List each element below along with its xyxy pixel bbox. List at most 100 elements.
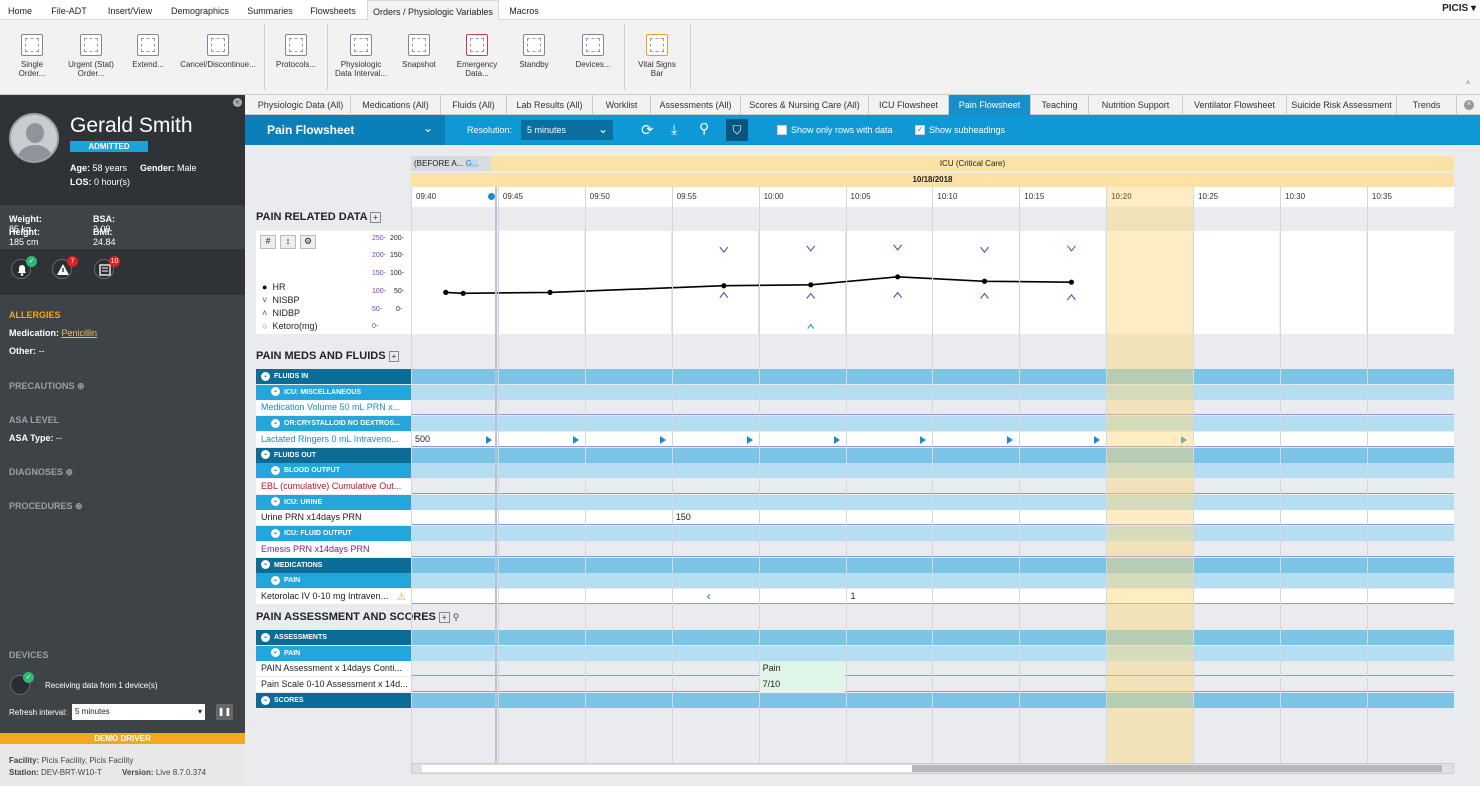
single-order-button[interactable]: Single Order... <box>8 20 56 95</box>
group-header-row[interactable]: ⌄ ICU: FLUID OUTPUT <box>256 526 1454 541</box>
tab-ventilator-flowsheet[interactable]: Ventilator Flowsheet <box>1183 95 1287 115</box>
penicillin-link[interactable]: Penicillin <box>61 328 98 338</box>
hr-point[interactable] <box>547 289 553 295</box>
nidbp-point[interactable] <box>893 291 903 298</box>
resolution-select[interactable]: 5 minutes ⌄ <box>521 120 613 140</box>
row-label[interactable]: Lactated Ringers 0 mL Intraveno... <box>256 431 411 447</box>
table-row[interactable]: EBL (cumulative) Cumulative Out... <box>256 478 1454 494</box>
group-header-row[interactable]: ⌄ MEDICATIONS <box>256 557 1454 573</box>
ribbon-collapse-icon[interactable]: ˄ <box>1466 80 1471 87</box>
hr-point[interactable] <box>460 290 466 296</box>
row-label[interactable]: ⌄ ICU: MISCELLANEOUS <box>256 384 411 400</box>
cell-value[interactable]: Pain <box>762 663 781 673</box>
row-label[interactable]: Ketorolac IV 0-10 mg Intraven... ⚠ <box>256 588 411 604</box>
cell-value[interactable]: 150 <box>675 512 691 522</box>
group-header-row[interactable]: ⌄ PAIN <box>256 573 1454 588</box>
row-label[interactable]: ⌄ SCORES <box>256 693 411 708</box>
tab-scores-nursing[interactable]: Scores & Nursing Care (All) <box>741 95 869 115</box>
group-header-row[interactable]: ⌄ ICU: MISCELLANEOUS <box>256 384 1454 400</box>
devices-button[interactable]: Devices... <box>570 20 616 95</box>
show-subheadings-checkbox[interactable]: ✓ <box>915 125 925 135</box>
tab-medications[interactable]: Medications (All) <box>351 95 441 115</box>
precautions-title[interactable]: PRECAUTIONS ⊕ <box>9 381 85 392</box>
chevron-down-icon[interactable]: ⌄ <box>261 450 270 460</box>
menu-demographics[interactable]: Demographics <box>170 6 230 16</box>
nidbp-point[interactable] <box>1067 293 1076 301</box>
chevron-down-icon[interactable]: ⌄ <box>261 695 270 705</box>
chevron-down-icon[interactable]: ⌄ <box>271 575 280 585</box>
cell-value[interactable]: 1 <box>850 590 856 601</box>
filter-icon[interactable]: ⛉ <box>726 119 748 141</box>
nisbp-point[interactable] <box>806 245 816 252</box>
group-header-row[interactable]: ⌄ FLUIDS IN <box>256 369 1454 384</box>
group-header-row[interactable]: ⌄ FLUIDS OUT <box>256 447 1454 463</box>
diagnoses-title[interactable]: DIAGNOSES ⊕ <box>9 467 73 478</box>
menu-file-adt[interactable]: File-ADT <box>51 6 87 16</box>
tab-worklist[interactable]: Worklist <box>593 95 651 115</box>
chevron-down-icon[interactable]: ⌄ <box>261 560 270 570</box>
table-row[interactable]: Pain Scale 0-10 Assessment x 14d... 7/10 <box>256 677 1454 692</box>
menu-flowsheets[interactable]: Flowsheets <box>310 6 356 16</box>
nisbp-point[interactable] <box>719 246 729 254</box>
ketoro-point[interactable] <box>807 323 815 329</box>
pause-button[interactable]: ❚❚ <box>216 704 233 720</box>
refresh-icon[interactable]: ⟳ <box>641 122 654 139</box>
nisbp-point[interactable] <box>893 244 903 251</box>
table-row[interactable]: Urine PRN x14days PRN 150 <box>256 510 1454 525</box>
row-label[interactable]: Urine PRN x14days PRN <box>256 510 411 525</box>
flowsheet-selector[interactable]: Pain Flowsheet ⌄ <box>245 115 445 145</box>
table-row[interactable]: PAIN Assessment x 14days Conti... Pain <box>256 661 1454 676</box>
row-label[interactable]: Pain Scale 0-10 Assessment x 14d... <box>256 677 411 692</box>
row-label[interactable]: EBL (cumulative) Cumulative Out... <box>256 478 411 494</box>
menu-home[interactable]: Home <box>7 6 32 16</box>
chevron-down-icon[interactable]: ⌄ <box>271 528 280 538</box>
tab-pain-flowsheet[interactable]: Pain Flowsheet <box>949 95 1031 115</box>
grid-toggle-icon[interactable]: # <box>260 235 276 249</box>
table-row[interactable]: Medication Volume 50 mL PRN x... <box>256 400 1454 415</box>
tab-icu-flowsheet[interactable]: ICU Flowsheet <box>869 95 949 115</box>
table-row[interactable]: Ketorolac IV 0-10 mg Intraven... ⚠ 1 ‹ <box>256 588 1454 604</box>
chevron-down-icon[interactable]: ⌄ <box>271 418 280 428</box>
table-row[interactable]: Emesis PRN x14days PRN <box>256 541 1454 557</box>
chevron-down-icon[interactable]: ⌄ <box>261 371 270 381</box>
tab-teaching[interactable]: Teaching <box>1031 95 1089 115</box>
chevron-left-icon[interactable]: ‹ <box>706 588 711 603</box>
table-row[interactable]: Lactated Ringers 0 mL Intraveno... 500 <box>256 431 1454 447</box>
menu-summaries[interactable]: Summaries <box>247 6 293 16</box>
nidbp-point[interactable] <box>980 292 989 299</box>
group-header-row[interactable]: ⌄ ICU: URINE <box>256 494 1454 510</box>
checklist-alert-button[interactable]: 10 <box>94 256 120 279</box>
chevron-down-icon[interactable]: ⌄ <box>271 387 280 397</box>
warning-alert-button[interactable]: 7 <box>52 256 78 279</box>
binoculars-icon[interactable]: ⚲ <box>699 120 710 136</box>
fit-icon[interactable]: ⤓ <box>671 121 678 137</box>
group-header-row[interactable]: ⌄ SCORES <box>256 693 1454 708</box>
tab-assessments[interactable]: Assessments (All) <box>651 95 741 115</box>
hr-point[interactable] <box>808 282 814 288</box>
scrollbar-thumb[interactable] <box>912 765 1442 772</box>
menu-macros[interactable]: Macros <box>509 6 539 16</box>
vital-signs-bar-button[interactable]: Vital Signs Bar <box>632 20 682 95</box>
group-header-row[interactable]: ⌄ BLOOD OUTPUT <box>256 463 1454 478</box>
snapshot-button[interactable]: Snapshot <box>396 20 442 95</box>
hr-point[interactable] <box>443 289 449 295</box>
extend-button[interactable]: Extend... <box>126 20 170 95</box>
add-diagnosis-icon[interactable]: ⊕ <box>65 467 74 477</box>
cell-value[interactable]: 500 <box>415 433 431 444</box>
chevron-down-icon[interactable]: ⌄ <box>271 648 280 658</box>
tab-trends[interactable]: Trends <box>1397 95 1457 115</box>
group-header-row[interactable]: ⌄ ASSESSMENTS <box>256 630 1454 645</box>
chevron-down-icon[interactable]: ⌄ <box>271 497 280 507</box>
hr-point[interactable] <box>981 278 988 284</box>
menu-orders-physiologic[interactable]: Orders / Physiologic Variables <box>367 0 499 20</box>
hr-point[interactable] <box>1068 279 1075 285</box>
tab-lab-results[interactable]: Lab Results (All) <box>507 95 593 115</box>
picis-brand[interactable]: PICIS ▾ <box>1442 3 1476 14</box>
refresh-interval-select[interactable]: 5 minutes ▾ <box>72 704 205 720</box>
hr-point[interactable] <box>895 274 901 280</box>
search-icon[interactable]: ⚲ <box>452 612 460 622</box>
row-label[interactable]: ⌄ MEDICATIONS <box>256 557 411 573</box>
chevron-down-icon[interactable]: ⌄ <box>261 632 270 642</box>
collapse-tabs-icon[interactable]: ˄ <box>1464 100 1474 110</box>
procedures-title[interactable]: PROCEDURES ⊕ <box>9 501 83 512</box>
